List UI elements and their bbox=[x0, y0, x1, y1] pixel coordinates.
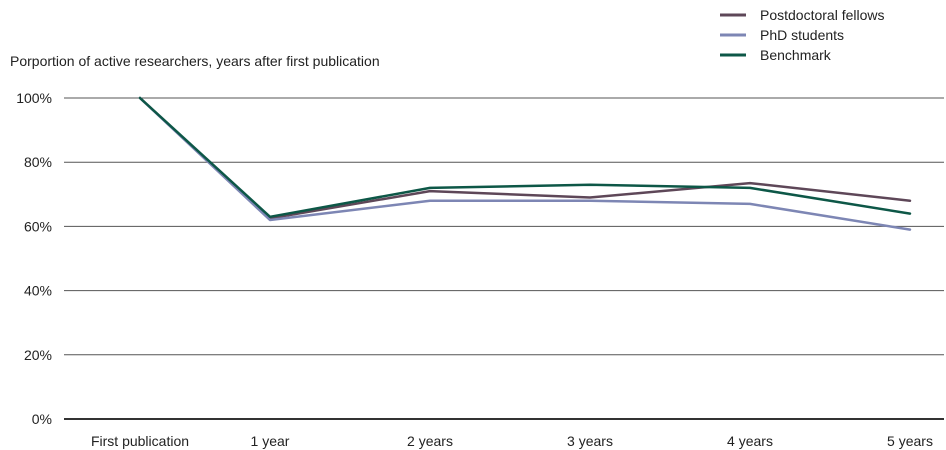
y-tick-label-0: 0% bbox=[32, 411, 52, 427]
x-tick-label: 4 years bbox=[727, 433, 773, 449]
legend: Postdoctoral fellows PhD students Benchmar… bbox=[720, 7, 885, 63]
x-tick-label: 5 years bbox=[887, 433, 933, 449]
legend-label-benchmark: Benchmark bbox=[760, 47, 832, 63]
y-tick-label-60: 60% bbox=[24, 218, 52, 234]
x-tick-label: 3 years bbox=[567, 433, 613, 449]
y-tick-label-100: 100% bbox=[16, 90, 52, 106]
y-tick-label-80: 80% bbox=[24, 154, 52, 170]
y-tick-labels: 0% 20% 40% 60% 80% 100% bbox=[16, 90, 52, 427]
series-lines bbox=[138, 96, 912, 231]
x-tick-label: 2 years bbox=[407, 433, 453, 449]
y-tick-label-20: 20% bbox=[24, 347, 52, 363]
series-line-benchmark bbox=[138, 96, 912, 219]
y-axis-title: Porportion of active researchers, years … bbox=[10, 53, 380, 69]
grid-lines bbox=[64, 97, 944, 420]
y-tick-label-40: 40% bbox=[24, 283, 52, 299]
x-tick-labels: First publication 1 year 2 years 3 years 4 y… bbox=[91, 433, 933, 449]
legend-label-postdoctoral-fellows: Postdoctoral fellows bbox=[760, 7, 885, 23]
series-line-phd-students bbox=[138, 96, 912, 231]
legend-label-phd-students: PhD students bbox=[760, 27, 844, 43]
x-tick-label: First publication bbox=[91, 433, 189, 449]
x-tick-label: 1 year bbox=[251, 433, 290, 449]
